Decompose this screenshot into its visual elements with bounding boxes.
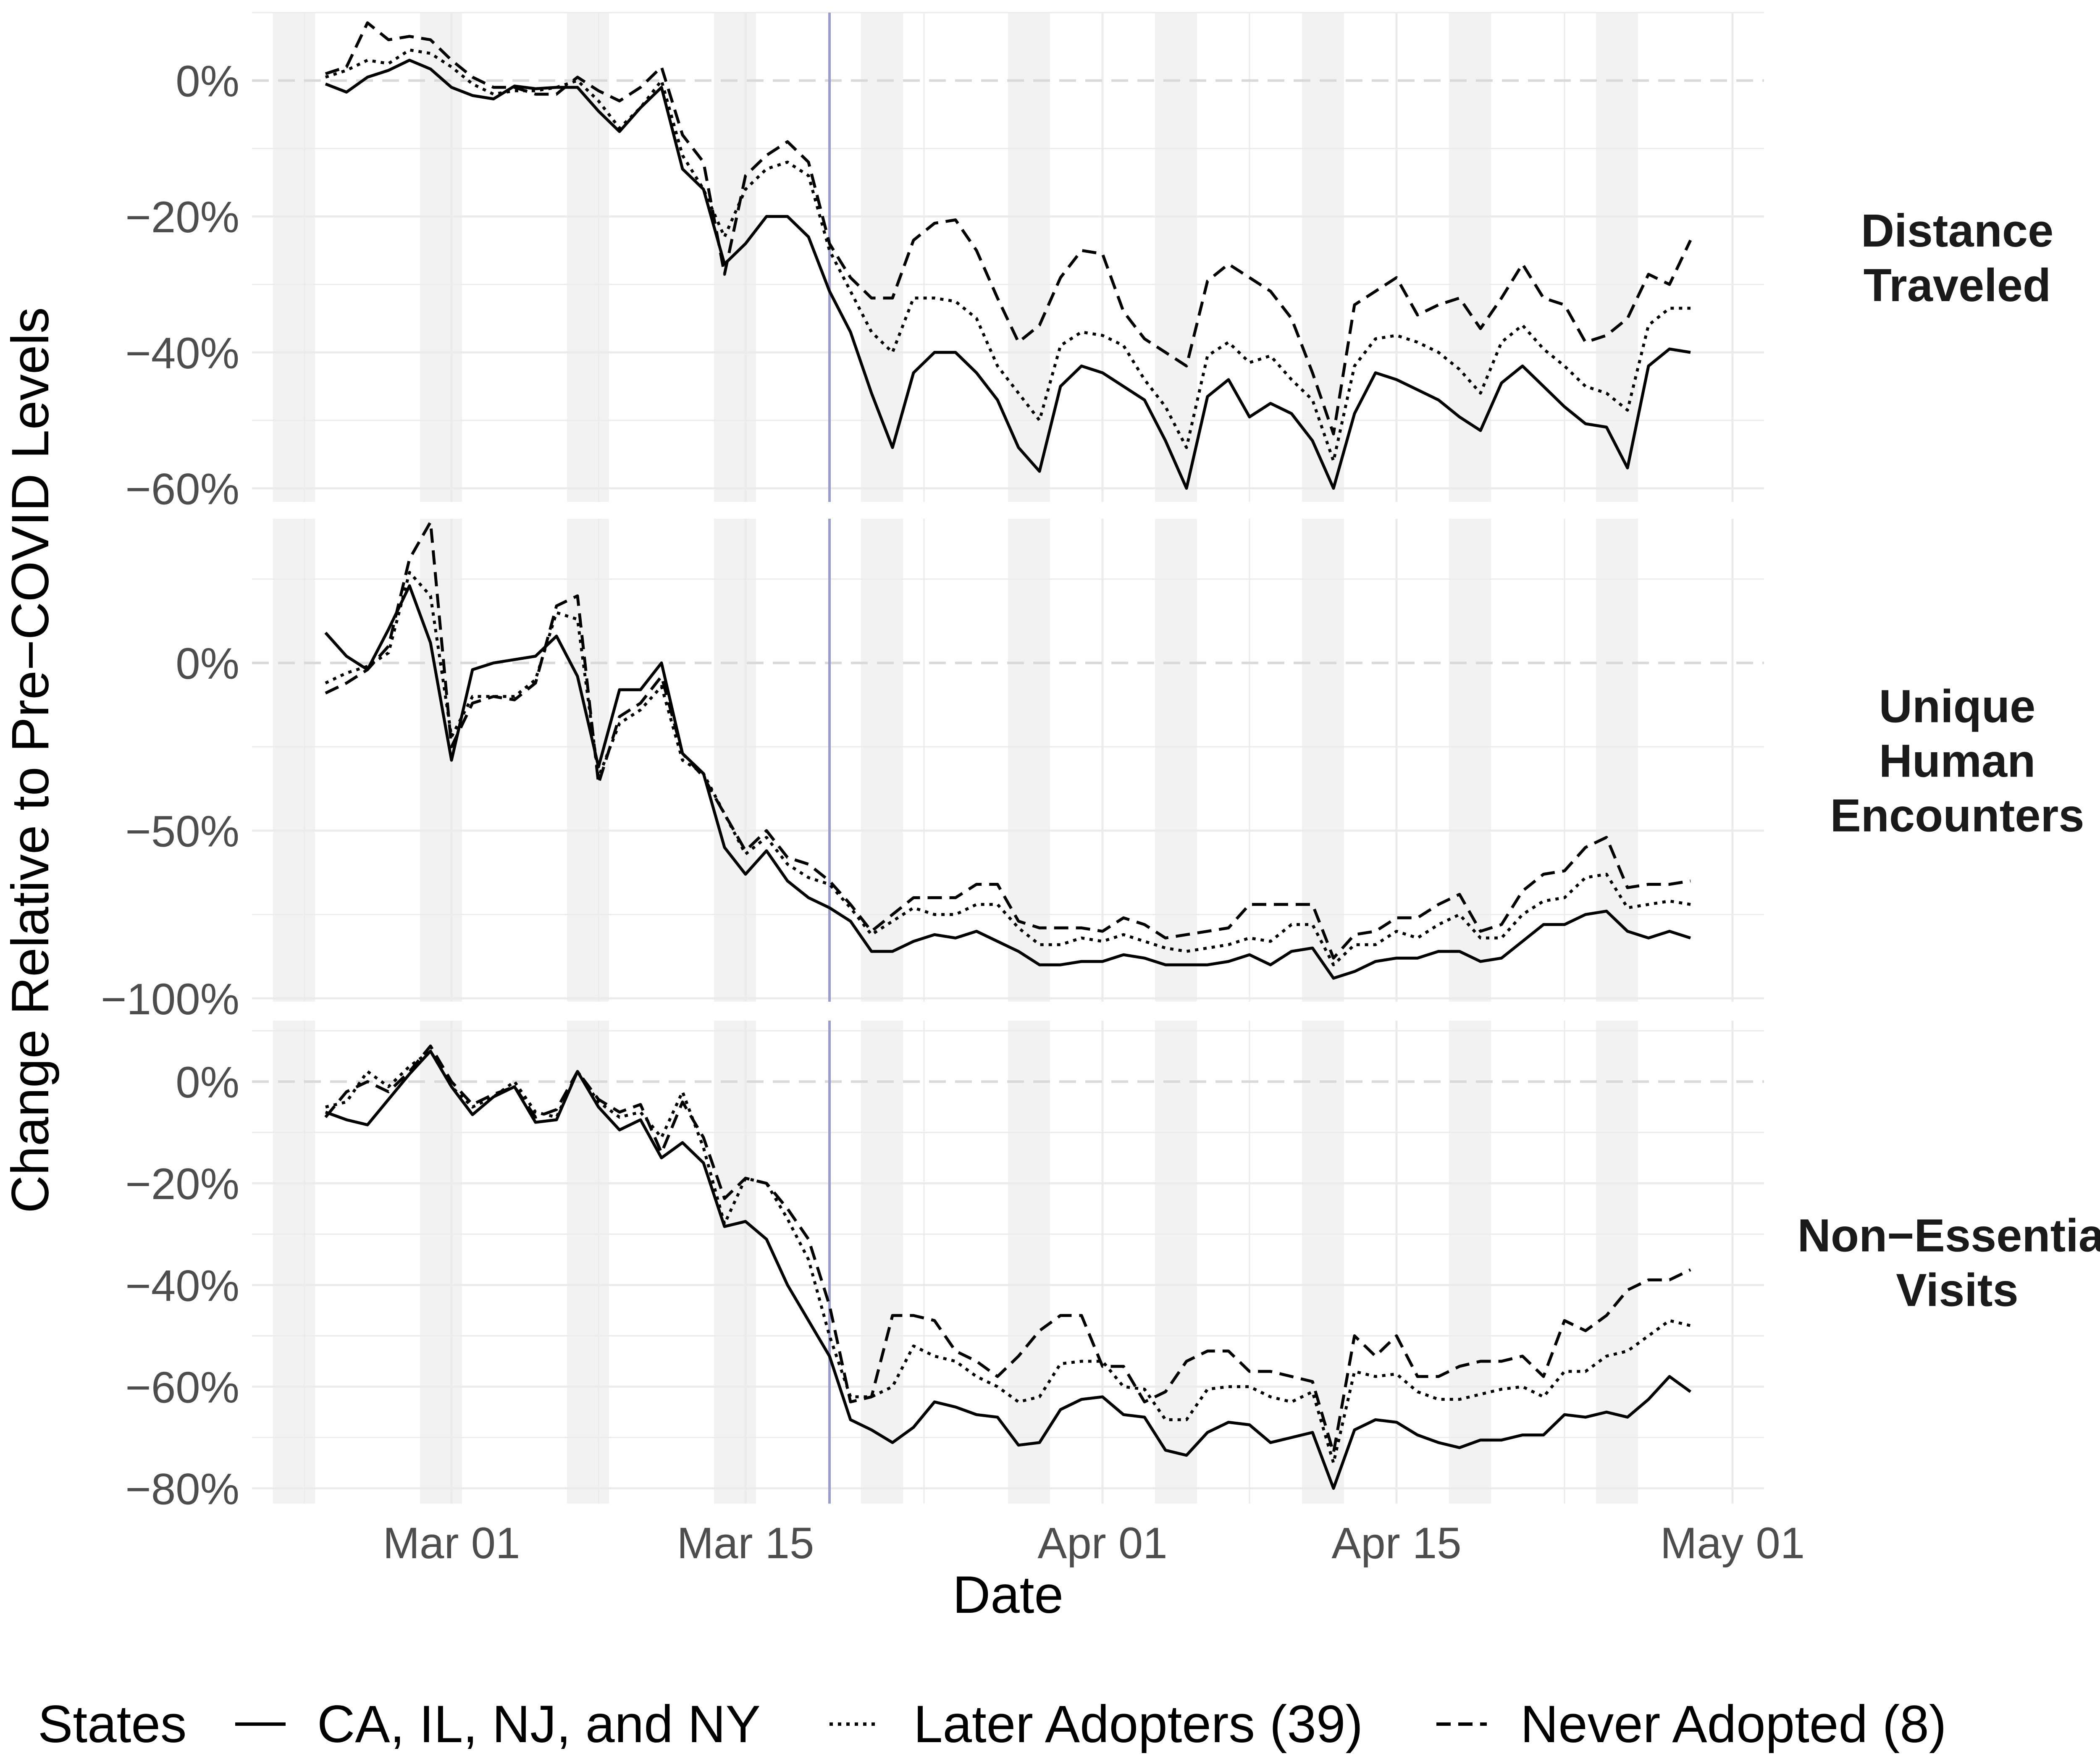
weekend-band (1449, 1021, 1491, 1504)
weekend-band (273, 1021, 315, 1504)
strip-label: Visits (1896, 1265, 2019, 1316)
weekend-band (567, 1021, 609, 1504)
y-tick-label: −100% (101, 975, 239, 1024)
y-tick-label: 0% (176, 639, 239, 688)
y-tick-label: −60% (126, 1363, 239, 1412)
weekend-band (1302, 519, 1344, 1002)
weekend-band (273, 519, 315, 1002)
strip-label: Encounters (1830, 790, 2084, 842)
y-tick-label: 0% (176, 1058, 239, 1107)
y-axis-title: Change Relative to Pre−COVID Levels (1, 307, 60, 1213)
series-line-dashed (324, 1045, 1691, 1454)
strip-label: Traveled (1864, 260, 2051, 311)
strip-label: Non−Essential (1797, 1210, 2100, 1262)
strip-label: Unique (1879, 681, 2036, 732)
x-tick-label: Mar 01 (383, 1519, 520, 1568)
y-tick-label: −20% (126, 193, 239, 242)
series-line-dashed (325, 520, 1691, 960)
weekend-band (567, 519, 609, 1002)
legend-label-later-adopters: Later Adopters (39) (914, 1695, 1363, 1754)
x-axis-title: Date (953, 1566, 1063, 1624)
weekend-band (1596, 13, 1638, 502)
series-line-solid (325, 1050, 1692, 1490)
weekend-band (420, 13, 462, 502)
weekend-band (1008, 13, 1050, 502)
y-tick-label: −40% (126, 1261, 239, 1310)
strip-label: Distance (1861, 205, 2054, 257)
x-tick-label: Apr 15 (1331, 1519, 1461, 1568)
legend-label-ca-il-nj-ny: CA, IL, NJ, and NY (317, 1695, 761, 1754)
x-tick-label: May 01 (1660, 1519, 1805, 1568)
series-line-solid (324, 584, 1691, 980)
y-tick-label: −20% (126, 1160, 239, 1209)
series-line-dotted (325, 48, 1690, 463)
weekend-band (1302, 1021, 1344, 1504)
weekend-band (1449, 13, 1491, 502)
weekend-band (1596, 519, 1638, 1002)
series-line-solid (325, 58, 1691, 490)
weekend-band (1155, 13, 1197, 502)
weekend-band (420, 519, 462, 1002)
weekend-band (1596, 1021, 1638, 1504)
weekend-band (1008, 1021, 1050, 1504)
legend: States CA, IL, NJ, and NY Later Adopters… (38, 1695, 1946, 1754)
weekend-band (1155, 1021, 1197, 1504)
series-line-dotted (325, 571, 1691, 966)
weekend-band (420, 1021, 462, 1504)
y-tick-label: 0% (176, 57, 239, 106)
strip-label: Human (1879, 735, 2036, 787)
weekend-band (1155, 519, 1197, 1002)
weekend-band (1449, 519, 1491, 1002)
weekend-band (1302, 13, 1344, 502)
x-tick-label: Mar 15 (677, 1519, 814, 1568)
legend-title: States (38, 1695, 186, 1754)
weekend-band (273, 13, 315, 502)
x-tick-label: Apr 01 (1037, 1519, 1167, 1568)
legend-label-never-adopted: Never Adopted (8) (1520, 1695, 1946, 1754)
weekend-band (1008, 519, 1050, 1002)
weekend-band (714, 1021, 756, 1504)
y-tick-label: −40% (126, 329, 239, 378)
weekend-band (714, 519, 756, 1002)
y-tick-label: −80% (126, 1465, 239, 1514)
y-tick-label: −60% (126, 465, 239, 514)
y-tick-label: −50% (126, 807, 239, 856)
weekend-band (861, 1021, 903, 1504)
